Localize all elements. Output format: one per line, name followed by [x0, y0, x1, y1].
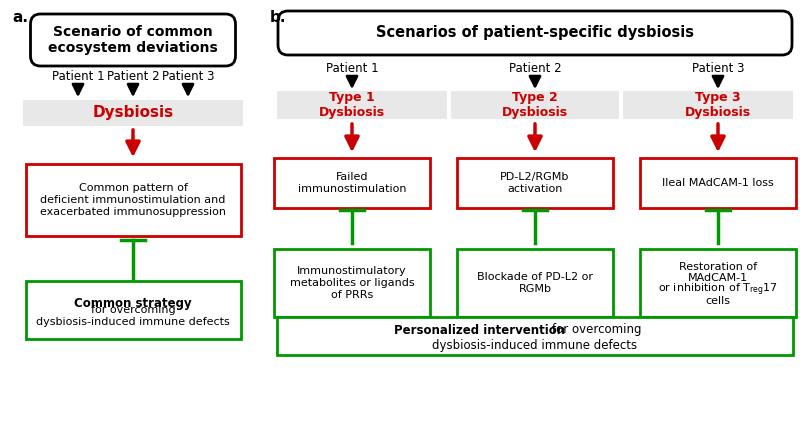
Text: Scenario of common
ecosystem deviations: Scenario of common ecosystem deviations [48, 25, 218, 55]
Text: Ileal MAdCAM-1 loss: Ileal MAdCAM-1 loss [662, 178, 774, 188]
Text: Patient 1: Patient 1 [52, 70, 104, 82]
Bar [277, 91, 793, 119]
Text: Patient 2: Patient 2 [509, 62, 562, 74]
Text: Personalized intervention: Personalized intervention [394, 323, 566, 337]
Bar [640, 249, 796, 317]
FancyBboxPatch shape [30, 14, 235, 66]
Text: PD-L2/RGMb
activation: PD-L2/RGMb activation [500, 172, 570, 194]
Bar [26, 164, 241, 236]
Text: cells: cells [706, 296, 730, 306]
Text: Patient 2: Patient 2 [106, 70, 159, 82]
Text: dysbiosis-induced immune defects: dysbiosis-induced immune defects [433, 338, 638, 352]
Text: MAdCAM-1: MAdCAM-1 [688, 273, 748, 283]
Text: Common pattern of
deficient immunostimulation and
exacerbated immunosuppression: Common pattern of deficient immunostimul… [40, 183, 226, 216]
Text: Dysbiosis: Dysbiosis [93, 106, 174, 121]
Bar [457, 158, 613, 208]
Text: for overcoming: for overcoming [552, 323, 642, 337]
Text: for overcoming
dysbiosis-induced immune defects: for overcoming dysbiosis-induced immune … [36, 305, 230, 327]
Text: Failed
immunostimulation: Failed immunostimulation [298, 172, 406, 194]
Text: Patient 3: Patient 3 [162, 70, 214, 82]
Text: Blockade of PD-L2 or
RGMb: Blockade of PD-L2 or RGMb [477, 272, 593, 294]
Bar [23, 100, 243, 126]
Bar [640, 158, 796, 208]
Bar [457, 249, 613, 317]
Text: a.: a. [12, 10, 28, 25]
Text: Patient 3: Patient 3 [692, 62, 744, 74]
Text: Scenarios of patient-specific dysbiosis: Scenarios of patient-specific dysbiosis [376, 26, 694, 40]
Text: or inhibition of T$_{\mathregular{reg}}$17: or inhibition of T$_{\mathregular{reg}}$… [658, 282, 778, 298]
Bar [274, 249, 430, 317]
Text: Patient 1: Patient 1 [326, 62, 378, 74]
FancyBboxPatch shape [278, 11, 792, 55]
Text: Restoration of: Restoration of [679, 262, 757, 272]
Text: Type 1
Dysbiosis: Type 1 Dysbiosis [319, 91, 385, 119]
Text: Immunostimulatory
metabolites or ligands
of PRRs: Immunostimulatory metabolites or ligands… [290, 266, 414, 300]
Text: Common strategy: Common strategy [74, 297, 192, 309]
Text: Type 3
Dysbiosis: Type 3 Dysbiosis [685, 91, 751, 119]
Text: b.: b. [270, 10, 286, 25]
Bar [26, 281, 241, 339]
Bar [277, 317, 793, 355]
Text: Type 2
Dysbiosis: Type 2 Dysbiosis [502, 91, 568, 119]
Bar [274, 158, 430, 208]
